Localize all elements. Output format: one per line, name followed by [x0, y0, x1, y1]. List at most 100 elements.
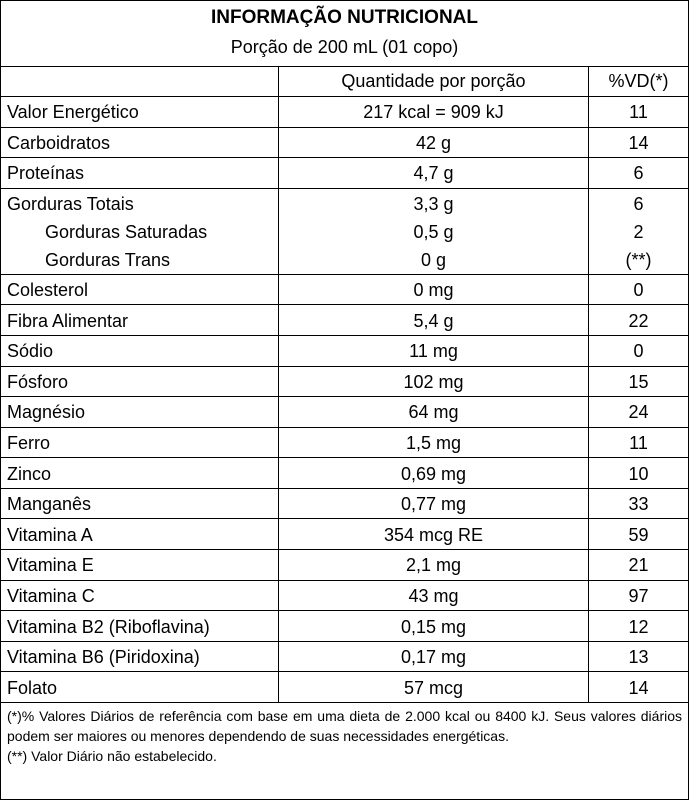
daily-value-cell: 6 2 (**) [588, 187, 688, 274]
row-label-cell: Vitamina B6 (Piridoxina) [1, 640, 278, 672]
quantity-cell: 0,77 mg [278, 487, 588, 519]
row-label-cell: Sódio [1, 334, 278, 366]
quantity: 5,4 g [413, 310, 454, 331]
row-label-cell: Folato [1, 671, 278, 702]
quantity: 102 mg [403, 371, 464, 392]
row-label: Vitamina B6 (Piridoxina) [7, 647, 200, 668]
row-label: Folato [7, 677, 58, 698]
quantity: 0 mg [413, 280, 454, 301]
row-label: Proteínas [7, 163, 85, 184]
daily-value-cell: 59 [588, 518, 688, 550]
row-label-cell: Vitamina C [1, 579, 278, 611]
quantity-cell: 0,17 mg [278, 640, 588, 672]
row-label-cell: Valor Energético [1, 96, 278, 127]
quantity-cell: 102 mg [278, 365, 588, 397]
quantity: 2,1 mg [405, 555, 462, 576]
row-label-cell: Colesterol [1, 273, 278, 305]
row-label: Sódio [7, 341, 54, 362]
subtitle: Porção de 200 mL (01 copo) [230, 37, 459, 57]
daily-value: 59 [628, 524, 649, 545]
row-label: Magnésio [7, 402, 86, 423]
quantity: 0,5 g [413, 221, 454, 242]
row-label-cell: Fósforo [1, 365, 278, 397]
row-label-cell: Manganês [1, 487, 278, 519]
quantity: 354 mcg RE [383, 524, 484, 545]
row-label-cell: Fibra Alimentar [1, 304, 278, 335]
daily-value: 11 [629, 102, 648, 123]
quantity: 64 mg [408, 402, 459, 423]
footnotes: (*)% Valores Diários de referência com b… [1, 702, 688, 769]
quantity: 0 g [420, 249, 447, 270]
row-label: Valor Energético [7, 102, 139, 123]
daily-value-cell: 10 [588, 457, 688, 488]
quantity: 11 mg [409, 341, 458, 362]
quantity: 43 mg [408, 585, 459, 606]
row-label-cell: Vitamina B2 (Riboflavina) [1, 610, 278, 641]
row-label: Vitamina A [7, 524, 93, 545]
quantity-cell: 354 mcg RE [278, 518, 588, 550]
footnote: (*)% Valores Diários de referência com b… [7, 708, 682, 744]
quantity-cell: 5,4 g [278, 304, 588, 335]
daily-value-cell: 22 [588, 304, 688, 335]
quantity-cell: 0,69 mg [278, 457, 588, 488]
footnote: (**) Valor Diário não estabelecido. [7, 748, 217, 764]
daily-value: 12 [628, 616, 649, 637]
header-blank [1, 66, 278, 96]
quantity: 4,7 g [413, 163, 454, 184]
daily-value: 15 [628, 371, 649, 392]
row-label-cell: Carboidratos [1, 126, 278, 158]
row-label-cell: Zinco [1, 457, 278, 488]
daily-value-cell: 11 [588, 426, 688, 458]
row-label: Manganês [7, 494, 92, 515]
column-header: %VD(*) [588, 66, 688, 96]
daily-value: (**) [625, 249, 652, 270]
daily-value: 6 [633, 163, 644, 184]
row-label: Gorduras Saturadas [45, 221, 208, 242]
quantity: 0,77 mg [400, 494, 467, 515]
daily-value: 33 [628, 494, 649, 515]
daily-value: 2 [633, 221, 644, 242]
quantity-cell: 2,1 mg [278, 549, 588, 580]
quantity: 1,5 mg [405, 432, 462, 453]
row-label-cell: Vitamina E [1, 549, 278, 580]
daily-value: 0 [633, 280, 644, 301]
quantity-cell: 0,15 mg [278, 610, 588, 641]
daily-value-cell: 21 [588, 549, 688, 580]
daily-value-cell: 11 [588, 96, 688, 127]
quantity-cell: 57 mcg [278, 671, 588, 702]
quantity-cell: 4,7 g [278, 157, 588, 188]
daily-value-cell: 97 [588, 579, 688, 611]
daily-value-cell: 13 [588, 640, 688, 672]
quantity-cell: 11 mg [278, 334, 588, 366]
daily-value-cell: 6 [588, 157, 688, 188]
title: INFORMAÇÃO NUTRICIONAL [210, 7, 479, 28]
daily-value: 11 [629, 432, 648, 453]
quantity-cell: 42 g [278, 126, 588, 158]
quantity: 217 kcal = 909 kJ [363, 102, 504, 123]
quantity-cell: 0 mg [278, 273, 588, 305]
row-label-cell: Gorduras Totais Gorduras Saturadas Gordura… [1, 187, 278, 274]
daily-value: 10 [628, 463, 649, 484]
daily-value: 24 [628, 402, 649, 423]
quantity: 42 g [415, 132, 452, 153]
row-label: Gorduras Trans [45, 249, 171, 270]
daily-value-cell: 0 [588, 273, 688, 305]
daily-value-cell: 15 [588, 365, 688, 397]
row-label: Ferro [7, 432, 51, 453]
row-label-cell: Proteínas [1, 157, 278, 188]
daily-value: 6 [633, 193, 644, 214]
daily-value: 0 [633, 341, 644, 362]
daily-value-cell: 33 [588, 487, 688, 519]
quantity: 0,17 mg [400, 647, 467, 668]
daily-value-cell: 14 [588, 126, 688, 158]
daily-value: 14 [628, 132, 649, 153]
quantity: 0,69 mg [400, 463, 467, 484]
row-label: Carboidratos [7, 132, 111, 153]
row-label: Zinco [7, 463, 52, 484]
quantity: 0,15 mg [400, 616, 467, 637]
quantity-cell: 43 mg [278, 579, 588, 611]
daily-value-cell: 12 [588, 610, 688, 641]
row-label-cell: Magnésio [1, 396, 278, 427]
row-label: Fibra Alimentar [7, 310, 129, 331]
